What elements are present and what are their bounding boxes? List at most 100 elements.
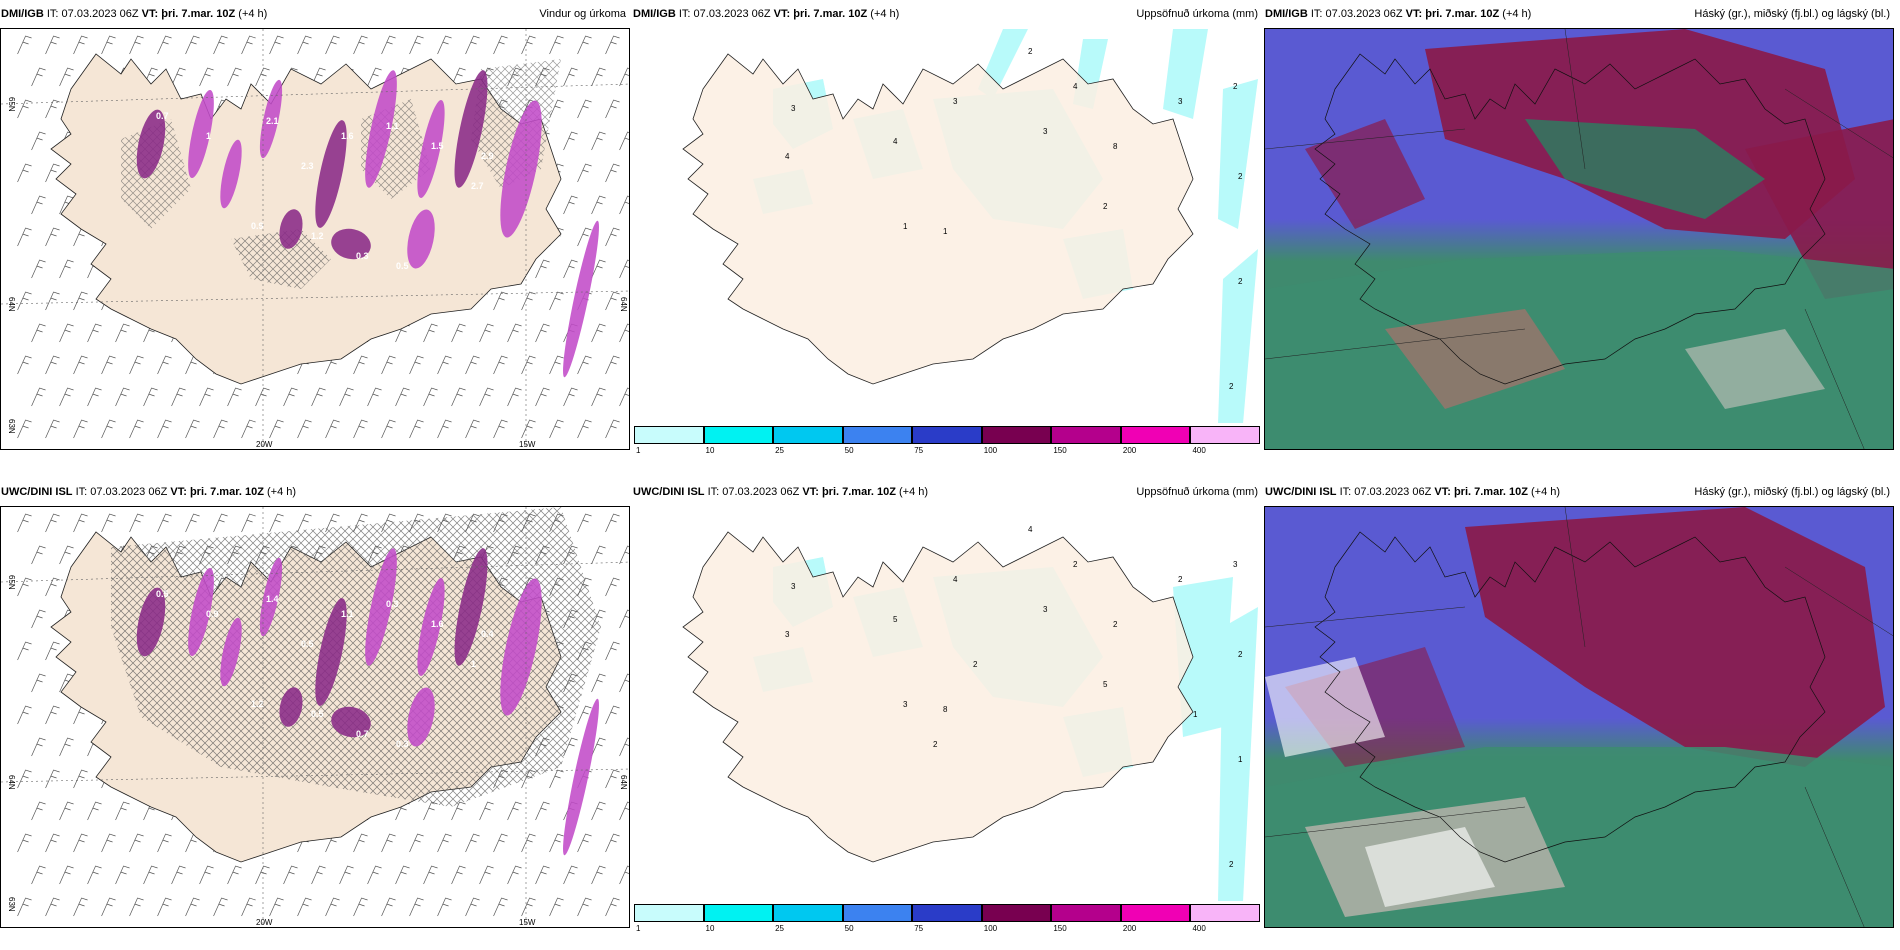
map-canvas: 3 4 3 4 3 4 8 2 2 1 1 3 2 2 2 2 xyxy=(682,29,1258,423)
panel-header: DMI/IGB IT: 07.03.2023 06Z VT: þri. 7.ma… xyxy=(1264,0,1894,28)
it-label: IT: xyxy=(1339,486,1352,498)
it-value: 07.03.2023 06Z xyxy=(61,8,139,20)
panel-header: UWC/DINI ISL IT: 07.03.2023 06Z VT: þri.… xyxy=(0,478,630,506)
vt-label: VT: xyxy=(1434,486,1451,498)
colorbar-segment xyxy=(912,904,982,922)
accum-precip-map[interactable]: 3 3 4 5 3 2 2 4 5 3 8 2 3 2 1 2 1 2 2 xyxy=(632,506,1262,901)
lat-label-64n: 64N xyxy=(7,775,16,790)
precip-value-label: 2.9 xyxy=(481,151,494,161)
accum-value-label: 5 xyxy=(1103,680,1108,689)
accum-value-label: 8 xyxy=(1113,142,1118,151)
precip-value-label: 0.9 xyxy=(251,221,264,231)
vt-value: þri. 7.mar. 10Z xyxy=(821,486,896,498)
accum-value-label: 2 xyxy=(973,660,978,669)
precip-bands xyxy=(136,548,599,856)
colorbar-segment xyxy=(634,904,704,922)
colorbar-segment xyxy=(1190,904,1260,922)
model-name: UWC/DINI ISL xyxy=(1265,486,1337,498)
it-label: IT: xyxy=(75,486,88,498)
precip-value-label: 0.7 xyxy=(156,111,169,121)
lat-label-63n: 63N xyxy=(7,897,16,912)
lead-time: (+4 h) xyxy=(1502,8,1532,20)
colorbar-segment xyxy=(773,426,843,444)
precip-value-label: 1.1 xyxy=(341,609,354,619)
lat-label-65n: 65N xyxy=(7,97,16,112)
accum-value-label: 1 xyxy=(1238,755,1243,764)
colorbar-tick-label: 25 xyxy=(775,446,785,455)
vt-label: VT: xyxy=(141,8,159,20)
colorbar-tick-label: 75 xyxy=(914,924,924,933)
vt-value: þri. 7.mar. 10Z xyxy=(1425,8,1500,20)
precip-value-label: 0.3 xyxy=(396,739,409,749)
accum-value-label: 4 xyxy=(893,137,898,146)
precip-value-label: 1.6 xyxy=(431,619,444,629)
vt-value: þri. 7.mar. 10Z xyxy=(189,486,264,498)
accum-value-label: 3 xyxy=(953,97,958,106)
accum-value-label: 1 xyxy=(1193,710,1198,719)
iceland-land xyxy=(682,531,1194,863)
colorbar-tick-label: 50 xyxy=(844,924,854,933)
precip-value-label: 2.1 xyxy=(266,116,279,126)
precip-value-label: 0.7 xyxy=(356,729,369,739)
accum-value-label: 3 xyxy=(1178,97,1183,106)
it-value: 07.03.2023 06Z xyxy=(1354,486,1432,498)
accum-value-label: 4 xyxy=(1028,525,1033,534)
vt-label: VT: xyxy=(773,8,791,20)
colorbar-segment xyxy=(1051,904,1121,922)
coastline-overlay xyxy=(1314,53,1826,385)
panel-uwc-clouds: UWC/DINI ISL IT: 07.03.2023 06Z VT: þri.… xyxy=(1264,478,1894,928)
panel-title: Uppsöfnuð úrkoma (mm) xyxy=(1136,8,1258,20)
it-value: 07.03.2023 06Z xyxy=(693,8,771,20)
precip-value-label: 0.3 xyxy=(386,599,399,609)
panel-header: UWC/DINI ISL IT: 07.03.2023 06Z VT: þri.… xyxy=(632,478,1262,506)
accum-value-label: 2 xyxy=(1103,202,1108,211)
accum-value-label: 3 xyxy=(903,700,908,709)
model-name: UWC/DINI ISL xyxy=(633,486,705,498)
cloud-cover-map[interactable] xyxy=(1264,28,1894,450)
precip-value-label: 1.4 xyxy=(266,594,279,604)
panel-title: Háský (gr.), miðský (fj.bl.) og lágský (… xyxy=(1694,8,1890,20)
it-label: IT: xyxy=(1310,8,1323,20)
model-name: UWC/DINI ISL xyxy=(1,486,73,498)
colorbar-segment xyxy=(703,904,774,922)
colorbar-segment xyxy=(634,426,704,444)
map-canvas: 3 3 4 5 3 2 2 4 5 3 8 2 3 2 1 2 1 2 2 xyxy=(682,525,1258,901)
colorbar-tick-label: 100 xyxy=(983,924,998,933)
iceland-land xyxy=(682,53,1194,385)
accum-value-label: 2 xyxy=(1113,620,1118,629)
accum-precip-map[interactable]: 3 4 3 4 3 4 8 2 2 1 1 3 2 2 2 2 xyxy=(632,28,1262,423)
model-name: DMI/IGB xyxy=(633,8,676,20)
colorbar-segment xyxy=(842,904,913,922)
accum-value-label: 2 xyxy=(1073,560,1078,569)
accum-value-label: 1 xyxy=(943,227,948,236)
panel-dmi-clouds: DMI/IGB IT: 07.03.2023 06Z VT: þri. 7.ma… xyxy=(1264,0,1894,450)
lon-label-20w: 20W xyxy=(256,918,273,927)
precip-value-label: 1.5 xyxy=(431,141,444,151)
wind-precip-map[interactable]: 0.5 0.9 1.4 0.5 1.1 0.3 1.6 0.4 1 0.7 0.3 1.2 0.5 20… xyxy=(0,506,630,928)
precip-value-label: 1.2 xyxy=(311,231,324,241)
colorbar-segment xyxy=(1190,426,1260,444)
accum-value-label: 2 xyxy=(933,740,938,749)
accum-value-label: 3 xyxy=(791,582,796,591)
colorbar-tick-label: 100 xyxy=(983,446,998,455)
accum-value-label: 2 xyxy=(1238,172,1243,181)
precip-value-label: 1 xyxy=(471,659,476,669)
precip-labels: 0.5 0.9 1.4 0.5 1.1 0.3 1.6 0.4 1 0.7 0.3 1.2 0.5 xyxy=(156,589,494,749)
mid-cloud-patches xyxy=(1265,119,1893,449)
colorbar-segment xyxy=(1120,904,1191,922)
accum-value-label: 2 xyxy=(1238,277,1243,286)
wind-precip-map[interactable]: 0.7 1 2.1 2.3 1.6 1.1 1.5 2.9 2.7 0.3 0.5 0.9 1.2 20… xyxy=(0,28,630,450)
cloud-cover-map[interactable] xyxy=(1264,506,1894,928)
colorbar-tick-label: 200 xyxy=(1122,446,1137,455)
precip-value-label: 0.5 xyxy=(156,589,169,599)
colorbar-tick-label: 400 xyxy=(1192,446,1206,455)
panel-uwc-wind-precip: UWC/DINI ISL IT: 07.03.2023 06Z VT: þri.… xyxy=(0,478,630,928)
colorbar-tick-label: 200 xyxy=(1122,924,1137,933)
it-label: IT: xyxy=(678,8,691,20)
precip-value-label: 1.2 xyxy=(251,699,264,709)
model-name: DMI/IGB xyxy=(1,8,44,20)
precip-value-label: 0.9 xyxy=(206,609,219,619)
colorbar-tick-label: 1 xyxy=(636,446,641,455)
precip-value-label: 0.3 xyxy=(356,251,369,261)
lat-label-64n-right: 64N xyxy=(619,775,628,790)
